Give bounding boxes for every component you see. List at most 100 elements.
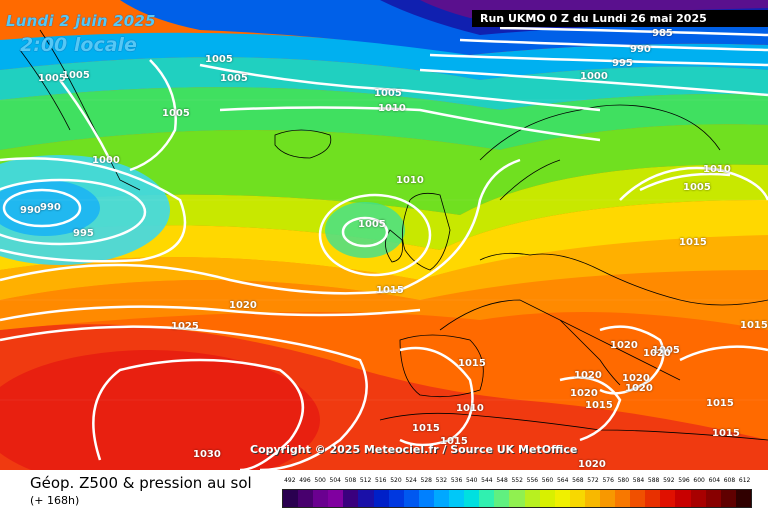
- scale-swatch: [660, 490, 676, 507]
- field-green: [0, 124, 768, 215]
- isobar-label: 1030: [193, 449, 221, 460]
- isobar-1005-ireland: [341, 216, 389, 248]
- scale-swatch: [479, 490, 495, 507]
- italy: [559, 319, 621, 386]
- scale-swatch: [569, 490, 585, 507]
- scale-swatch: [418, 490, 434, 507]
- isobar-label: 1000: [92, 155, 120, 166]
- scale-label: 500: [314, 477, 326, 484]
- scale-label: 564: [556, 477, 569, 484]
- scale-label: 524: [405, 477, 417, 484]
- isobar-label: 1005: [62, 70, 90, 81]
- isobar-1020-med: [559, 376, 622, 442]
- copyright-notice: Copyright © 2025 Meteociel.fr / Source U…: [250, 443, 578, 456]
- scale-swatch: [690, 490, 706, 507]
- scale-swatch: [705, 490, 721, 507]
- scale-label: 496: [299, 477, 311, 484]
- scale-label: 612: [738, 477, 751, 484]
- isobar-label: 1020: [229, 300, 257, 311]
- isobar-label: 1020: [574, 370, 602, 381]
- scale-label: 584: [632, 477, 645, 484]
- isobar-label: 1005: [652, 345, 680, 356]
- isobar-label: 1025: [171, 321, 199, 332]
- map-canvas: [0, 0, 768, 470]
- isobar-label: 990: [630, 44, 651, 55]
- isobar-label: 1020: [570, 388, 598, 399]
- scale-label: 592: [663, 477, 675, 484]
- scale-swatch: [615, 490, 631, 507]
- isobar-label: 1000: [580, 71, 608, 82]
- isobar-995-low: [0, 178, 147, 246]
- iberia: [399, 334, 484, 398]
- isobar-1005-gr: [129, 59, 177, 172]
- isobar-label: 1005: [220, 73, 248, 84]
- scandinavia: [479, 104, 721, 201]
- isobar-label: 1020: [625, 383, 653, 394]
- scale-swatch: [358, 490, 374, 507]
- low-west-inner: [0, 180, 100, 236]
- isobar-985: [499, 26, 768, 37]
- forecast-time: 2:00 locale: [20, 34, 137, 56]
- scale-labels: 492 496 500 504 508 512 516 520 524 528 532 536 540 5…: [282, 477, 752, 488]
- british-isles: [385, 192, 451, 271]
- scale-label: 596: [678, 477, 690, 484]
- scale-label: 552: [511, 477, 523, 484]
- isobar-1000: [419, 68, 768, 97]
- africa: [379, 412, 768, 441]
- low-ireland: [325, 202, 405, 258]
- scale-label: 572: [587, 477, 599, 484]
- scale-bar: [282, 489, 752, 508]
- isobar-label: 1015: [740, 320, 768, 331]
- scale-swatch: [554, 490, 570, 507]
- scale-swatch: [645, 490, 661, 507]
- scale-swatch: [720, 490, 736, 507]
- run-info-box: Run UKMO 0 Z du Lundi 26 mai 2025: [472, 10, 768, 27]
- scale-swatch: [509, 490, 525, 507]
- isobar-label: 1010: [456, 403, 484, 414]
- isobar-995: [429, 53, 768, 67]
- scale-label: 576: [602, 477, 614, 484]
- isobar-1005-north: [199, 63, 601, 112]
- isobar-label: 1015: [712, 428, 740, 439]
- isobar-1020: [0, 305, 421, 322]
- isobar-label: 1015: [679, 237, 707, 248]
- isobar-label: 1010: [396, 175, 424, 186]
- scale-swatch: [449, 490, 465, 507]
- isobar-1000-gr: [58, 79, 112, 161]
- high-atlantic: [0, 350, 320, 470]
- iceland-coast: [274, 129, 332, 159]
- isobar-label: 1005: [205, 54, 233, 65]
- scale-label: 548: [496, 477, 508, 484]
- isobar-990-low: [2, 188, 82, 228]
- isobar-label: 1005: [358, 219, 386, 230]
- legend-footer: Géop. Z500 & pression au sol (+ 168h) 49…: [0, 470, 768, 512]
- field-lightblue: [0, 32, 768, 80]
- isobar-label: 995: [612, 58, 633, 69]
- scale-swatch: [403, 490, 419, 507]
- isobar-label: 1005: [374, 88, 402, 99]
- product-title: Géop. Z500 & pression au sol: [30, 474, 252, 492]
- scale-label: 512: [359, 477, 372, 484]
- isobar-1005-west: [0, 157, 187, 263]
- isobar-1010-ireland: [318, 193, 432, 277]
- isobar-1015-south: [399, 346, 474, 447]
- scale-swatch: [283, 490, 299, 507]
- isobar-label: 1015: [706, 398, 734, 409]
- scale-label: 604: [708, 477, 721, 484]
- isobar-label: 1020: [610, 340, 638, 351]
- scale-swatch: [539, 490, 555, 507]
- isobar-1015-se: [679, 345, 768, 362]
- scale-swatch: [494, 490, 510, 507]
- isobar-label: 1015: [376, 285, 404, 296]
- isobar-1030: [92, 358, 305, 470]
- isobar-990: [459, 38, 768, 52]
- isobar-label: 990: [20, 205, 41, 216]
- field-green2: [0, 87, 768, 150]
- isobar-label: 995: [73, 228, 94, 239]
- scale-label: 580: [617, 477, 630, 484]
- scale-swatch: [343, 490, 359, 507]
- scale-label: 504: [329, 477, 341, 484]
- isobar-1010-east: [639, 172, 731, 192]
- isobar-label: 1005: [683, 182, 711, 193]
